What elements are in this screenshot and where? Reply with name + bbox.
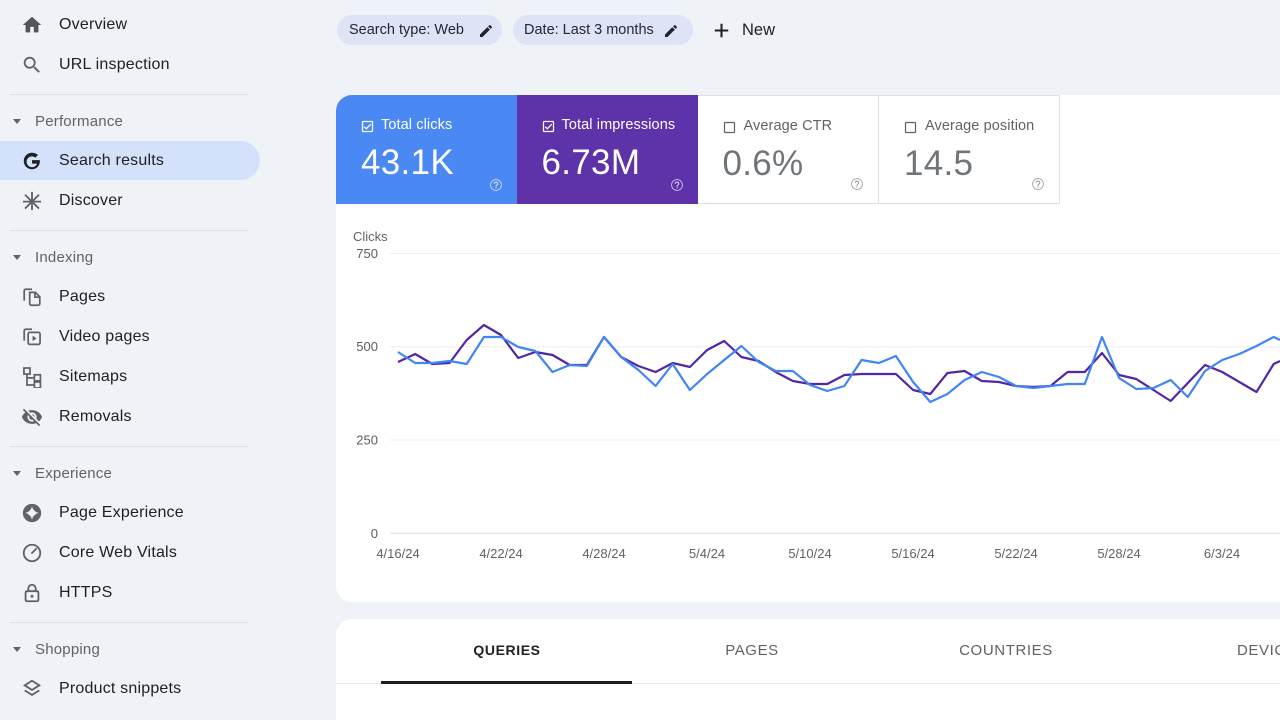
svg-text:0: 0 — [371, 526, 378, 541]
svg-text:5/22/24: 5/22/24 — [994, 546, 1037, 561]
svg-text:6/3/24: 6/3/24 — [1204, 546, 1240, 561]
svg-text:250: 250 — [356, 433, 378, 448]
svg-text:4/16/24: 4/16/24 — [376, 546, 419, 561]
svg-text:5/10/24: 5/10/24 — [788, 546, 831, 561]
svg-text:750: 750 — [356, 246, 378, 261]
svg-text:5/28/24: 5/28/24 — [1097, 546, 1140, 561]
svg-text:Clicks: Clicks — [353, 229, 388, 244]
svg-text:5/16/24: 5/16/24 — [891, 546, 934, 561]
svg-text:4/28/24: 4/28/24 — [582, 546, 625, 561]
svg-text:500: 500 — [356, 339, 378, 354]
svg-text:4/22/24: 4/22/24 — [479, 546, 522, 561]
svg-text:5/4/24: 5/4/24 — [689, 546, 725, 561]
